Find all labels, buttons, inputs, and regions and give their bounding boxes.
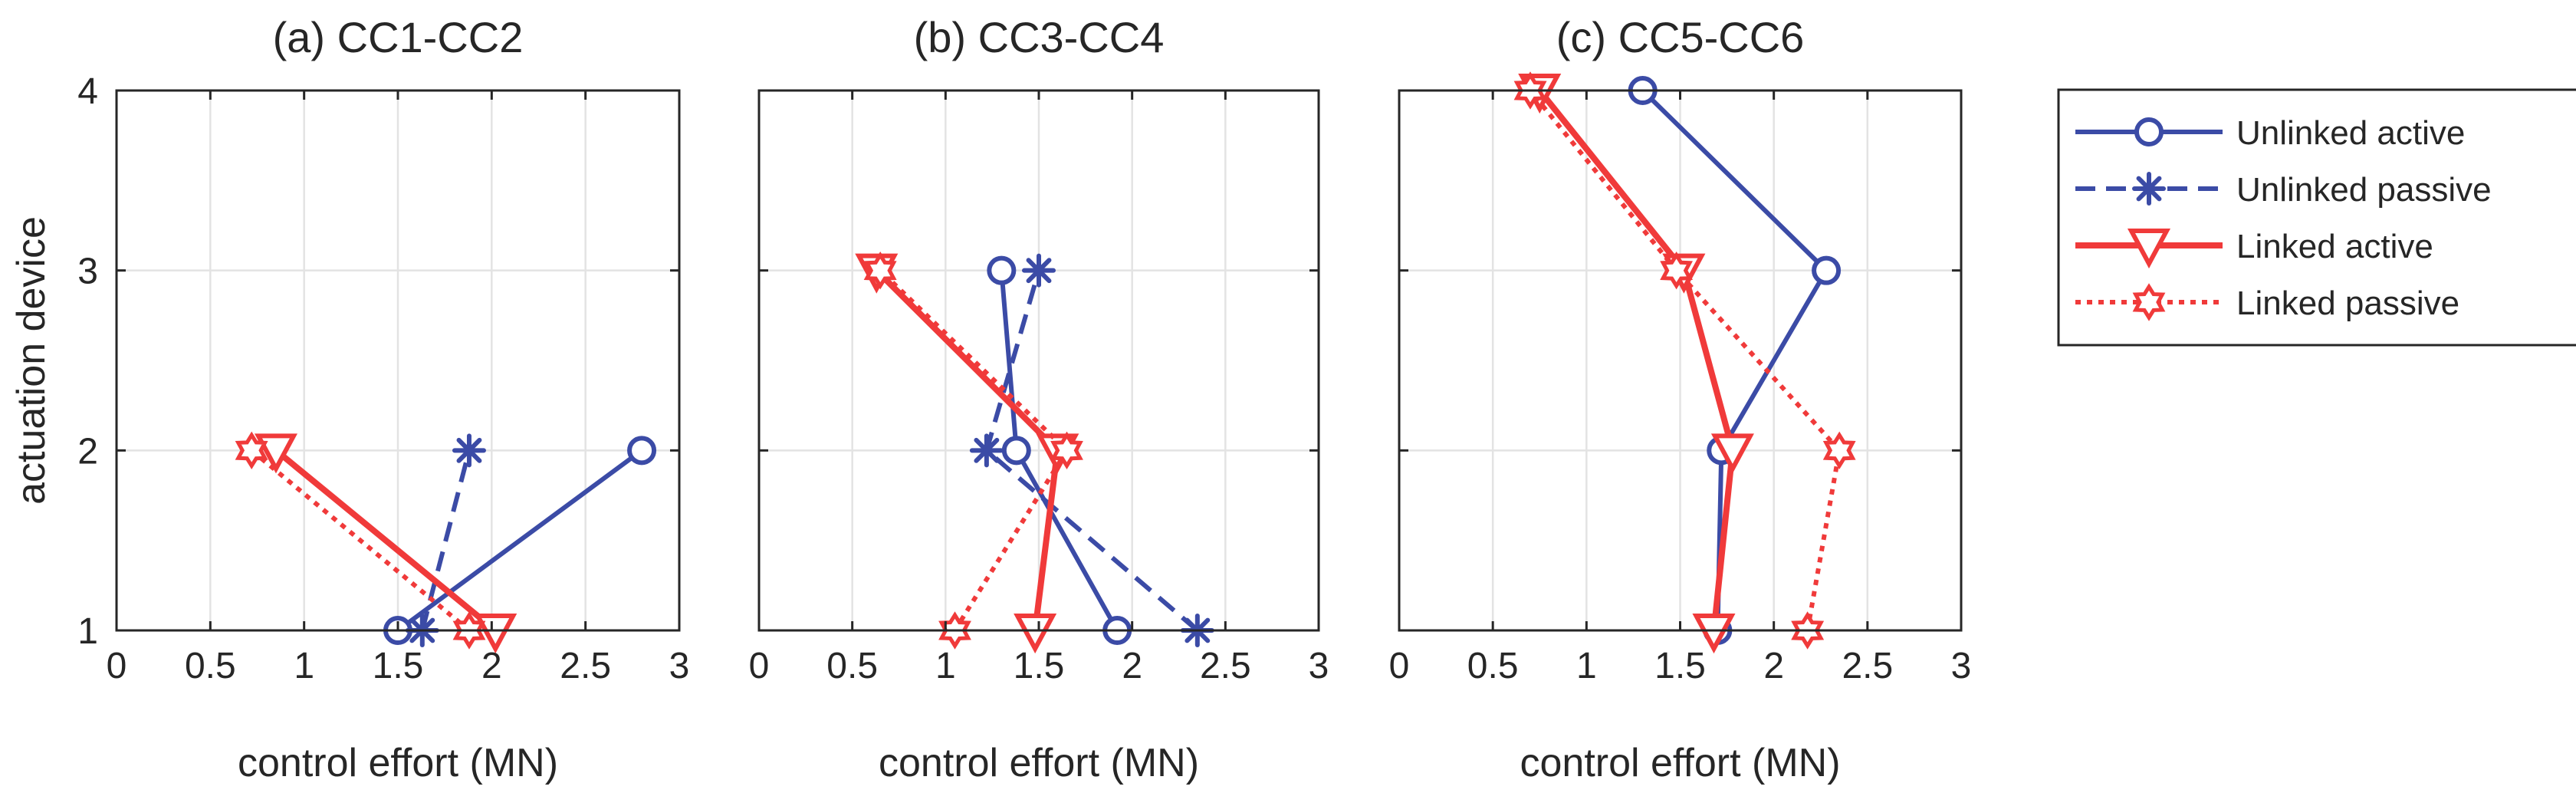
x-tick-label: 0.5: [185, 646, 236, 686]
y-tick-label: 3: [77, 252, 98, 292]
series-line: [274, 448, 498, 633]
series-line: [250, 448, 471, 633]
x-tick-label: 1.5: [1014, 646, 1065, 686]
x-tick-label: 2.5: [1842, 646, 1893, 686]
data-point: [1812, 255, 1842, 285]
x-axis-label: control effort (MN): [879, 741, 1199, 785]
ticks: 0 0.5 1 1.5 2 2.5 3: [1389, 89, 1972, 686]
legend-entry: Linked passive: [2075, 283, 2459, 322]
legend-label: Unlinked active: [2236, 114, 2465, 152]
chart-panel-2: 0 0.5 1 1.5 2 2.5 3 (b) CC3-CC4 control effort (…: [749, 13, 1329, 785]
legend-marker: [2127, 229, 2171, 269]
data-point: [1014, 614, 1057, 654]
data-point: [1001, 436, 1031, 466]
data-point: [254, 433, 297, 474]
data-point: [863, 251, 897, 290]
y-tick-label: 1: [77, 611, 98, 652]
series-line: [1641, 88, 1829, 631]
ticks: 0 0.5 1 1.5 2 2.5 3 1 2 3 4: [77, 71, 689, 686]
x-tick-label: 2: [1122, 646, 1142, 686]
legend-entry: Linked active: [2075, 228, 2433, 269]
x-tick-label: 3: [1309, 646, 1329, 686]
data-point: [474, 614, 518, 654]
series-unlinked-active: [987, 255, 1132, 645]
x-tick-label: 2: [1763, 646, 1784, 686]
data-point: [627, 436, 657, 466]
x-tick-label: 1.5: [1654, 646, 1706, 686]
x-axis-label: control effort (MN): [238, 741, 558, 785]
x-tick-label: 2.5: [1200, 646, 1251, 686]
x-tick-label: 3: [1951, 646, 1972, 686]
ticks: 0 0.5 1 1.5 2 2.5 3: [749, 89, 1329, 686]
grid: [1399, 90, 1961, 630]
y-tick-label: 2: [77, 431, 98, 472]
x-tick-label: 2: [481, 646, 502, 686]
y-axis-label: actuation device: [9, 216, 54, 505]
legend-label: Unlinked passive: [2236, 171, 2492, 209]
chart-panel-1: 0 0.5 1 1.5 2 2.5 3 1 2 3 4 (a) CC1-CC2 control effo…: [9, 13, 689, 785]
legend-marker: [2134, 117, 2164, 146]
chart-title: (c) CC5-CC6: [1556, 13, 1805, 61]
x-axis-label: control effort (MN): [1520, 741, 1840, 785]
series-line: [396, 448, 643, 633]
data-point: [1822, 431, 1856, 470]
data-point: [1692, 614, 1736, 654]
x-tick-label: 2.5: [560, 646, 611, 686]
data-point: [1022, 253, 1056, 288]
x-tick-label: 1: [294, 646, 314, 686]
data-point: [1660, 251, 1693, 290]
series-line: [1537, 88, 1736, 631]
data-point: [1710, 433, 1754, 474]
data-point: [235, 431, 268, 470]
x-tick-label: 3: [669, 646, 690, 686]
x-tick-label: 1.5: [373, 646, 424, 686]
x-tick-label: 0.5: [1467, 646, 1519, 686]
x-tick-label: 0.5: [826, 646, 878, 686]
x-tick-label: 0: [1389, 646, 1410, 686]
data-point: [452, 433, 486, 468]
legend-marker: [2132, 172, 2166, 206]
legend-label: Linked active: [2236, 228, 2433, 265]
legend: Unlinked active Unlinked passive Linked ac…: [2057, 88, 2576, 347]
legend-marker: [2132, 283, 2166, 321]
chart-title: (b) CC3-CC4: [914, 13, 1165, 61]
x-tick-label: 1: [935, 646, 956, 686]
legend-entry: Unlinked active: [2075, 114, 2465, 152]
data-point: [987, 255, 1017, 285]
series-line: [1528, 89, 1842, 631]
series-linked-passive: [863, 251, 1083, 650]
series-linked-active: [254, 433, 518, 654]
x-tick-label: 0: [749, 646, 770, 686]
x-tick-label: 0: [107, 646, 127, 686]
legend-label: Linked passive: [2236, 285, 2459, 322]
chart-title: (a) CC1-CC2: [273, 13, 524, 61]
y-tick-label: 4: [77, 71, 98, 112]
x-tick-label: 1: [1576, 646, 1597, 686]
series-unlinked-passive: [969, 253, 1214, 647]
grid: [117, 90, 679, 630]
data-point: [1050, 431, 1083, 470]
legend-entry: Unlinked passive: [2075, 171, 2492, 209]
data-point: [969, 433, 1004, 468]
chart-panel-3: 0 0.5 1 1.5 2 2.5 3 (c) CC5-CC6 control effort (…: [1389, 13, 1972, 785]
